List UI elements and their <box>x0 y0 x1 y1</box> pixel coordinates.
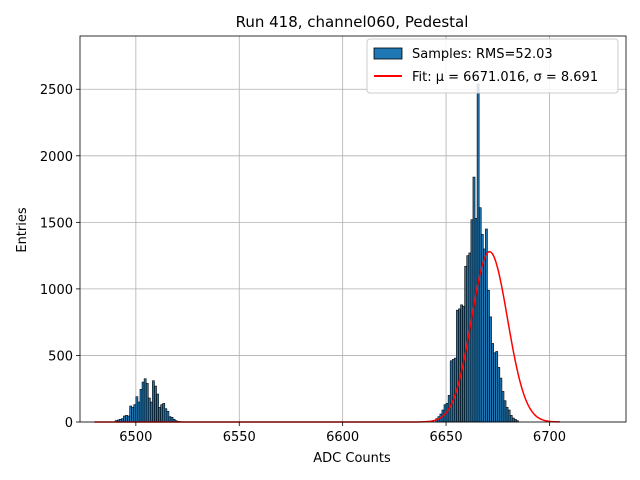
x-tick-label: 6500 <box>119 430 152 445</box>
histogram-bar <box>145 383 149 423</box>
histogram-bar <box>162 403 166 423</box>
histogram-bar <box>493 352 497 423</box>
axis-ticks: 6500 6550 6600 6650 6700 0 500 1000 1500 2000 2500 <box>40 83 566 445</box>
histogram-bar <box>499 377 503 423</box>
histogram-bar <box>127 415 130 423</box>
histogram-bar <box>491 343 494 423</box>
histogram-bar <box>139 389 143 423</box>
y-tick-label: 1000 <box>40 283 73 298</box>
histogram-bar <box>160 404 164 423</box>
x-tick-label: 6700 <box>533 430 566 445</box>
chart-title: Run 418, channel060, Pedestal <box>236 13 469 31</box>
y-tick-label: 2500 <box>40 83 73 98</box>
histogram-bar <box>468 252 472 423</box>
histogram-bar <box>125 415 128 423</box>
legend-box <box>366 38 619 94</box>
histogram-bar <box>505 407 509 423</box>
x-tick-label: 6600 <box>326 430 359 445</box>
histogram-bar <box>123 415 126 423</box>
histogram-bar <box>460 304 463 423</box>
histogram-bar <box>451 359 455 423</box>
histogram-bar <box>449 360 453 423</box>
histogram-bar <box>507 409 511 423</box>
histogram-bar <box>166 411 170 423</box>
y-tick-label: 1500 <box>40 216 73 231</box>
legend-samples-swatch <box>373 47 403 60</box>
histogram-bar <box>158 407 161 423</box>
y-tick-label: 500 <box>48 349 73 364</box>
histogram-bar <box>135 396 139 423</box>
histogram-bar <box>497 367 501 423</box>
legend-fit-label: Fit: μ = 6671.016, σ = 8.691 <box>412 70 598 85</box>
histogram-bar <box>150 401 153 423</box>
histogram-bar <box>511 417 515 423</box>
y-tick-label: 2000 <box>40 150 73 165</box>
x-axis-title: ADC Counts <box>313 451 391 466</box>
histogram-bar <box>478 207 482 423</box>
histogram-bar <box>476 83 480 423</box>
legend-samples-label: Samples: RMS=52.03 <box>412 47 553 62</box>
y-tick-label: 0 <box>65 416 73 431</box>
histogram-bar <box>137 401 141 423</box>
histogram-bar <box>503 400 507 423</box>
histogram-bar <box>147 397 151 423</box>
histogram-bar <box>141 381 145 423</box>
histogram-bar <box>509 415 513 423</box>
x-tick-label: 6550 <box>223 430 256 445</box>
histogram-bar <box>456 309 459 423</box>
histogram-bar <box>482 248 486 423</box>
histogram-bar <box>156 393 159 423</box>
histogram-bar <box>485 228 488 423</box>
histogram-bar <box>474 218 478 423</box>
histogram-bar <box>487 289 490 423</box>
histogram-bar <box>164 408 168 423</box>
histogram-bar <box>489 316 492 423</box>
histogram-bar <box>152 380 155 423</box>
legend: Samples: RMS=52.03 Fit: μ = 6671.016, σ … <box>366 38 619 94</box>
histogram-bar <box>458 308 461 423</box>
histogram-bar <box>133 404 137 423</box>
histogram-bar <box>129 405 133 423</box>
histogram-bar <box>143 378 147 423</box>
plot-frame <box>79 35 627 423</box>
y-axis-title: Entries <box>15 207 30 253</box>
histogram-bar <box>168 416 172 423</box>
histogram-bar <box>495 351 499 423</box>
histogram-bar <box>154 385 157 423</box>
histogram-bar <box>501 391 505 423</box>
histogram-bar <box>131 407 135 423</box>
x-tick-label: 6650 <box>430 430 463 445</box>
